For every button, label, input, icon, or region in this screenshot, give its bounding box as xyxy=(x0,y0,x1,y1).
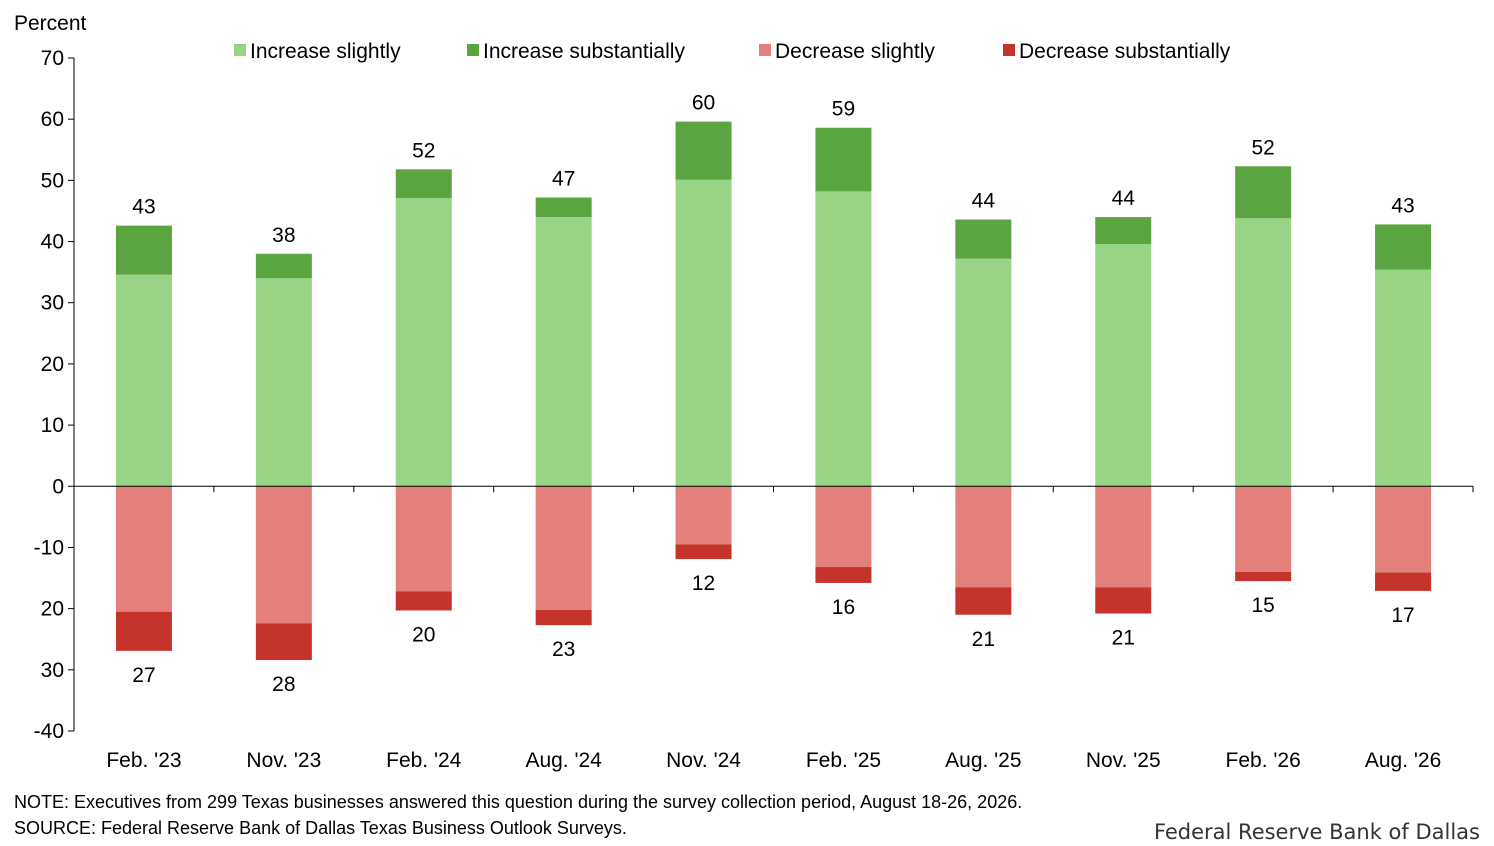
data-label-increase: 44 xyxy=(972,190,996,213)
data-label-increase: 60 xyxy=(692,92,715,115)
y-axis-label: Percent xyxy=(14,12,87,35)
bar-segment xyxy=(1235,166,1292,219)
legend-swatch xyxy=(234,44,246,56)
legend-swatch xyxy=(467,44,479,56)
data-label-increase: 44 xyxy=(1112,187,1136,210)
bar-segment xyxy=(1095,587,1152,614)
x-tick-label: Feb. '25 xyxy=(806,749,881,772)
y-tick-label: 50 xyxy=(41,169,64,192)
stacked-bar-chart: Percent Increase slightly Increase substa… xyxy=(14,12,1474,772)
bar-segment xyxy=(395,486,452,592)
note-text: NOTE: Executives from 299 Texas business… xyxy=(14,792,1023,812)
bar-segment xyxy=(115,611,172,651)
data-label-increase: 43 xyxy=(132,196,155,219)
x-tick-label: Feb. '23 xyxy=(106,749,181,772)
bar-segment xyxy=(815,127,872,192)
bar-segment xyxy=(255,278,312,487)
legend-label: Increase slightly xyxy=(250,40,401,63)
data-label-decrease: 23 xyxy=(552,638,575,661)
bar-segment xyxy=(535,486,592,610)
bar-segment xyxy=(395,169,452,199)
bar-segment xyxy=(395,198,452,487)
bar-segment xyxy=(1095,243,1152,487)
x-tick-label: Feb. '26 xyxy=(1226,749,1301,772)
data-label-decrease: 21 xyxy=(972,628,995,651)
bar-segment xyxy=(1375,572,1432,591)
bar-segment xyxy=(955,258,1012,487)
y-tick-label: 20 xyxy=(41,598,64,621)
bar-segment xyxy=(815,567,872,583)
bar-segment xyxy=(1375,224,1432,270)
legend-swatch xyxy=(1003,44,1015,56)
bar-segment xyxy=(815,486,872,568)
bar-segment xyxy=(255,253,312,279)
bar-segment xyxy=(255,486,312,624)
data-label-decrease: 16 xyxy=(832,596,855,619)
data-label-decrease: 27 xyxy=(132,664,155,687)
bar-segment xyxy=(535,609,592,626)
data-label-increase: 38 xyxy=(272,224,295,247)
brand-wordmark: Federal Reserve Bank of Dallas xyxy=(1153,820,1480,844)
data-label-increase: 52 xyxy=(1251,136,1274,159)
bar-segment xyxy=(675,179,732,487)
data-label-increase: 52 xyxy=(412,139,435,162)
x-tick-label: Aug. '25 xyxy=(945,749,1021,772)
x-tick-label: Aug. '24 xyxy=(525,749,602,772)
y-tick-label: -10 xyxy=(34,536,64,559)
bar-segment xyxy=(535,217,592,487)
y-tick-label: 10 xyxy=(41,414,64,437)
bars xyxy=(115,121,1432,661)
data-label-decrease: 28 xyxy=(272,673,295,696)
y-tick-label: 30 xyxy=(41,292,64,315)
bar-segment xyxy=(955,486,1012,588)
x-tick-label: Nov. '24 xyxy=(666,749,741,772)
data-label-increase: 47 xyxy=(552,167,575,190)
legend-swatch xyxy=(759,44,771,56)
data-label-decrease: 21 xyxy=(1112,627,1135,650)
axes: Feb. '23 Nov. '23 Feb. '24 Aug. '24 Nov. '24… xyxy=(34,47,1474,772)
x-tick-label: Aug. '26 xyxy=(1365,749,1441,772)
legend-label: Decrease substantially xyxy=(1019,40,1231,63)
legend: Increase slightly Increase substantially D… xyxy=(234,40,1231,63)
y-tick-label: 0 xyxy=(52,475,64,498)
x-tick-label: Nov. '25 xyxy=(1086,749,1161,772)
data-labels: 43 27 38 28 52 20 47 23 60 12 59 16 44 21 44 21 52 15 43 17 xyxy=(132,92,1414,696)
bar-segment xyxy=(675,121,732,180)
bar-segment xyxy=(1095,486,1152,588)
bar-segment xyxy=(955,219,1012,259)
bar-segment xyxy=(955,587,1012,615)
bar-segment xyxy=(535,197,592,218)
bar-segment xyxy=(1375,486,1432,573)
y-tick-label: 40 xyxy=(41,231,64,254)
bar-segment xyxy=(1235,486,1292,572)
bar-segment xyxy=(115,274,172,487)
bar-segment xyxy=(255,623,312,661)
data-label-decrease: 17 xyxy=(1391,604,1414,627)
bar-segment xyxy=(115,225,172,275)
bar-segment xyxy=(815,191,872,487)
bar-segment xyxy=(1375,269,1432,487)
data-label-decrease: 15 xyxy=(1251,594,1274,617)
y-tick-label: -40 xyxy=(34,720,64,743)
bar-segment xyxy=(1095,217,1152,244)
y-tick-label: 20 xyxy=(41,353,64,376)
y-tick-label: 60 xyxy=(41,108,64,131)
bar-segment xyxy=(395,591,452,611)
bar-segment xyxy=(675,486,732,545)
y-tick-label: 30 xyxy=(41,659,64,682)
x-tick-label: Nov. '23 xyxy=(246,749,321,772)
legend-label: Increase substantially xyxy=(483,40,685,63)
bar-segment xyxy=(1235,571,1292,582)
data-label-increase: 59 xyxy=(832,98,855,121)
data-label-decrease: 20 xyxy=(412,623,435,646)
legend-label: Decrease slightly xyxy=(775,40,935,63)
bar-segment xyxy=(115,486,172,612)
x-tick-label: Feb. '24 xyxy=(386,749,462,772)
bar-segment xyxy=(675,544,732,560)
source-text: SOURCE: Federal Reserve Bank of Dallas T… xyxy=(14,818,627,838)
data-label-decrease: 12 xyxy=(692,572,715,595)
data-label-increase: 43 xyxy=(1391,194,1414,217)
bar-segment xyxy=(1235,218,1292,487)
y-tick-label: 70 xyxy=(41,47,64,70)
